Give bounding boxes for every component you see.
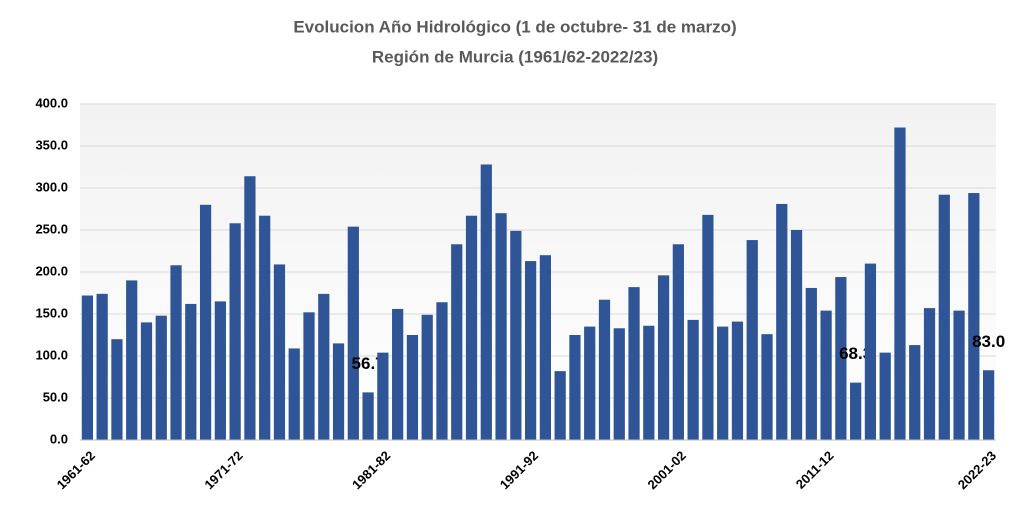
bar — [318, 293, 330, 440]
y-tick-label: 0.0 — [50, 431, 68, 446]
bar — [332, 343, 345, 440]
data-label: 56.7 — [352, 354, 385, 373]
bar — [81, 295, 94, 440]
bar — [362, 392, 374, 440]
y-tick-label: 150.0 — [35, 305, 68, 320]
bar — [140, 322, 153, 440]
bar — [347, 226, 359, 440]
bar — [392, 308, 404, 440]
bar — [894, 127, 906, 441]
bar — [643, 325, 655, 440]
bar — [584, 326, 596, 440]
x-tick-label: 1961-62 — [54, 448, 98, 492]
bar — [229, 223, 241, 440]
bar — [776, 203, 788, 440]
bar — [406, 335, 419, 440]
chart-title: Evolucion Año Hidrológico (1 de octubre-… — [293, 17, 736, 36]
bar — [717, 326, 729, 440]
bar — [185, 303, 197, 440]
x-tick-label: 1971-72 — [201, 448, 245, 492]
chart-subtitle: Región de Murcia (1961/62-2022/23) — [372, 47, 658, 66]
bar — [628, 287, 640, 440]
bar — [731, 321, 744, 440]
data-label: 68.3 — [839, 344, 872, 363]
bar — [288, 348, 300, 440]
bar — [923, 308, 936, 440]
bar — [687, 319, 699, 440]
bar — [465, 215, 478, 440]
bar — [598, 299, 611, 440]
bar — [214, 301, 226, 440]
bar — [524, 261, 537, 440]
bar — [480, 164, 492, 441]
y-tick-label: 300.0 — [35, 179, 68, 194]
bar — [805, 287, 817, 440]
bar — [953, 310, 965, 440]
bar — [377, 352, 389, 440]
bar — [451, 244, 463, 440]
bar — [864, 263, 877, 440]
x-tick-label: 2001-02 — [645, 448, 689, 492]
y-tick-label: 400.0 — [35, 95, 68, 110]
bar — [761, 334, 773, 440]
bar — [657, 275, 670, 440]
bar — [510, 230, 522, 440]
bar — [170, 265, 182, 440]
bar — [820, 310, 832, 440]
data-label: 83.0 — [972, 332, 1005, 351]
x-tick-label: 2011-12 — [793, 448, 837, 492]
bar — [702, 214, 714, 440]
bar — [495, 213, 507, 440]
y-tick-label: 200.0 — [35, 263, 68, 278]
bar — [850, 382, 862, 440]
bar — [273, 264, 286, 440]
y-tick-label: 100.0 — [35, 347, 68, 362]
bar — [938, 194, 950, 440]
bar — [303, 312, 315, 440]
bar — [968, 193, 980, 440]
y-tick-label: 50.0 — [43, 389, 68, 404]
y-tick-label: 350.0 — [35, 137, 68, 152]
bar — [554, 371, 566, 440]
x-tick-label: 1991-92 — [497, 448, 541, 492]
bar — [421, 314, 433, 440]
bar — [879, 352, 891, 440]
bar — [613, 328, 625, 440]
bar — [199, 204, 212, 440]
bar — [155, 315, 167, 440]
bar — [126, 280, 138, 440]
bar — [569, 335, 581, 440]
y-tick-label: 250.0 — [35, 221, 68, 236]
bar — [790, 230, 803, 440]
x-tick-label: 1981-82 — [349, 448, 393, 492]
bar — [436, 302, 448, 440]
bar — [244, 176, 256, 441]
bar — [835, 277, 847, 440]
bar — [672, 244, 684, 440]
x-tick-label: 2022-23 — [955, 448, 999, 492]
bar — [111, 339, 123, 440]
bar — [539, 255, 552, 440]
bar — [259, 215, 271, 440]
bar — [982, 370, 995, 440]
bar — [96, 293, 108, 440]
bar — [909, 345, 921, 440]
bar — [746, 240, 758, 440]
